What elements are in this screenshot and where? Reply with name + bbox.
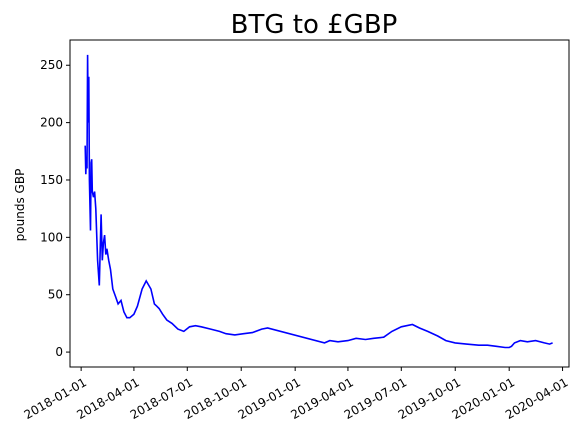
y-tick-label: 0 — [55, 345, 63, 359]
y-tick-label: 250 — [40, 58, 63, 72]
y-axis: 0 50 100 150 200 250 — [40, 58, 70, 359]
x-axis: 2018-01-012018-04-012018-07-012018-10-01… — [22, 367, 570, 422]
chart-title: BTG to £GBP — [231, 10, 398, 40]
axes-frame — [69, 39, 570, 368]
plot-area — [84, 54, 553, 349]
y-axis-label: pounds GBP — [13, 169, 27, 242]
y-tick-label: 150 — [40, 173, 63, 187]
y-tick-label: 100 — [40, 230, 63, 244]
series-line-btg — [84, 54, 553, 349]
y-tick-label: 200 — [40, 116, 63, 130]
y-tick-label: 50 — [48, 288, 63, 302]
